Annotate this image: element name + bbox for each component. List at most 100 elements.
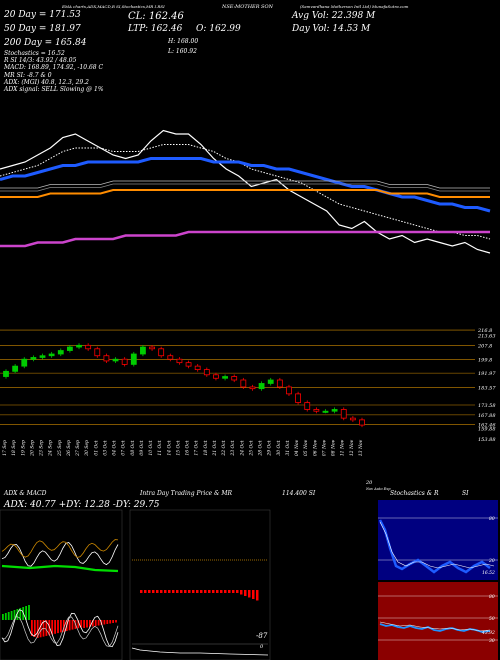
- ema-band-line-2: [0, 180, 490, 189]
- date-label-29: 29 Oct: [267, 440, 273, 456]
- macd-bar-17: [51, 620, 54, 635]
- candle-body-0: [3, 370, 9, 377]
- r-si-label: R SI 14/3: 43.92 / 48.05: [4, 57, 77, 64]
- candle-body-37: [340, 409, 347, 419]
- macd-bar-9: [28, 605, 30, 620]
- intra-panel-value: 114.400 SI: [282, 490, 316, 497]
- mr-bar-24: [236, 590, 239, 593]
- date-label-6: 25 Sep: [57, 440, 63, 457]
- candle-body-25: [231, 376, 238, 381]
- candle-body-21: [194, 365, 201, 370]
- price-tick-4: 191.97: [478, 371, 496, 377]
- date-label-1: 18 Sep: [11, 440, 17, 456]
- mr-bar-28: [252, 590, 255, 599]
- candle-body-33: [304, 402, 311, 410]
- ema200-label: 200 Day = 165.84: [4, 38, 87, 48]
- ltp-price: LTP: 162.46: [128, 24, 183, 34]
- date-label-19: 15 Oct: [175, 440, 181, 455]
- rsi-tick-0: 80: [489, 594, 495, 600]
- adx-panel-frame: [0, 509, 123, 660]
- rsi-tick-1: 50: [489, 616, 495, 622]
- macd-bar-27: [80, 620, 83, 628]
- candle-body-9: [85, 344, 92, 350]
- date-label-9: 30 Sep: [84, 440, 90, 456]
- candle-body-23: [213, 374, 219, 379]
- mr-bar-10: [180, 590, 183, 593]
- mr-bar-14: [196, 590, 199, 593]
- mr-bar-9: [176, 590, 179, 593]
- candle-body-36: [331, 409, 338, 412]
- mr-bar-7: [168, 590, 171, 593]
- macd-bar-30: [89, 620, 91, 627]
- macd-bar-2: [7, 612, 10, 620]
- candle-body-26: [240, 379, 247, 388]
- date-label-36: 08 Nov: [331, 439, 337, 456]
- intra-zero-label: 0: [260, 644, 264, 650]
- date-label-5: 24 Sep: [48, 440, 54, 457]
- mr-bar-21: [224, 590, 227, 593]
- candle-body-39: [359, 419, 365, 426]
- mr-bar-17: [208, 590, 211, 593]
- header-top-line-mid: EMA charts,ADX,MACD,R SI,Stochastics,MR …: [62, 4, 165, 9]
- adx-panel-title: ADX & MACD: [4, 490, 47, 497]
- intra-low-label: -87: [256, 632, 268, 640]
- close-price: CL: 162.46: [128, 11, 184, 22]
- price-tick-6: 173.58: [478, 403, 496, 409]
- mr-bar-2: [148, 590, 151, 593]
- date-label-17: 11 Oct: [157, 440, 163, 455]
- macd-bar-18: [54, 620, 56, 634]
- adx-header-label: ADX: (MGI) 40.8, 12.3, 29.2: [4, 79, 89, 86]
- macd-bar-38: [112, 620, 114, 623]
- date-label-25: 23 Oct: [230, 440, 236, 456]
- price-tick-10: 153.88: [478, 437, 496, 443]
- mr-bar-25: [240, 590, 243, 595]
- candle-body-24: [222, 376, 228, 379]
- date-label-39: 13 Nov: [358, 439, 364, 456]
- mr-bar-8: [172, 590, 175, 593]
- macd-bar-29: [86, 620, 88, 628]
- date-label-27: 25 Oct: [248, 440, 254, 456]
- mr-bar-22: [228, 590, 231, 593]
- candle-body-17: [158, 348, 165, 357]
- date-label-32: 04 Nov: [294, 439, 300, 456]
- stoch-tick-1: 20: [488, 558, 495, 564]
- price-tick-8: 162.46: [478, 422, 496, 428]
- stoch-value-label: 16.52: [482, 570, 495, 576]
- date-extra-label: 20: [365, 480, 373, 486]
- date-label-24: 22 Oct: [221, 440, 227, 456]
- macd-bar-28: [83, 620, 85, 628]
- macd-bar-4: [13, 610, 16, 620]
- macd-bar-11: [33, 620, 36, 637]
- macd-bar-3: [10, 611, 13, 620]
- candle-body-16: [149, 346, 155, 350]
- date-label-26: 24 Oct: [239, 440, 245, 456]
- mr-bar-26: [244, 590, 247, 596]
- stoch-panel-title2: SI: [462, 490, 469, 497]
- date-label-20: 16 Oct: [185, 440, 191, 455]
- mr-bar-1: [144, 590, 147, 593]
- stoch-d-line: [379, 521, 495, 569]
- date-label-13: 07 Oct: [121, 440, 127, 455]
- adx-dy-minus: [1, 564, 119, 573]
- avg-volume: Avg Vol: 22.398 M: [292, 11, 376, 21]
- date-label-21: 17 Oct: [194, 440, 200, 455]
- macd-bar-12: [36, 620, 39, 638]
- date-label-15: 09 Oct: [139, 440, 145, 455]
- mr-bar-12: [188, 590, 191, 593]
- date-label-30: 30 Oct: [276, 440, 282, 455]
- candle-body-31: [286, 386, 292, 395]
- mr-label: MR SI: -8.7 & 0: [4, 72, 52, 79]
- low-price: L: 160.92: [168, 48, 197, 55]
- price-tick-2: 207.8: [477, 344, 492, 350]
- macd-bar-35: [103, 620, 106, 625]
- macd-line: [1, 609, 119, 648]
- macd-bar-13: [39, 620, 42, 638]
- date-label-11: 03 Oct: [102, 440, 108, 455]
- date-label-7: 26 Sep: [66, 440, 72, 457]
- mr-bar-3: [152, 590, 155, 593]
- date-label-2: 19 Sep: [20, 440, 26, 456]
- date-label-28: 28 Oct: [258, 440, 264, 456]
- intra-panel-title: Intra Day Trading Price & MR: [140, 490, 233, 497]
- adx-panel-values: ADX: 40.77 +DY: 12.28 -DY: 29.75: [4, 500, 160, 510]
- price-tick-9: 159.88: [478, 427, 496, 433]
